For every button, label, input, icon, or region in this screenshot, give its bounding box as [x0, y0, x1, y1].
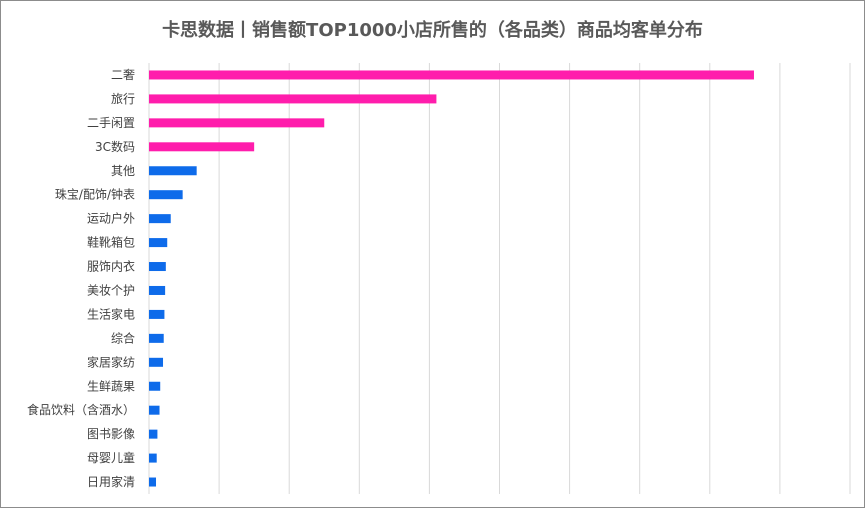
bar — [149, 190, 183, 200]
category-label: 珠宝/配饰/钟表 — [55, 187, 135, 202]
category-label: 生活家电 — [87, 306, 135, 321]
category-label: 二手闲置 — [87, 116, 135, 130]
bar — [149, 262, 166, 272]
bar — [149, 309, 165, 319]
category-label: 日用家清 — [87, 474, 135, 489]
category-label: 家居家纺 — [87, 354, 135, 369]
bar — [149, 405, 160, 415]
bar — [149, 94, 437, 104]
category-label: 3C数码 — [95, 139, 135, 154]
category-label: 旅行 — [111, 92, 135, 106]
category-label: 美妆个护 — [87, 283, 135, 297]
category-label: 生鲜蔬果 — [87, 379, 135, 393]
category-label: 图书影像 — [87, 427, 135, 441]
bar — [149, 285, 166, 295]
bar — [149, 118, 325, 128]
category-label: 鞋靴箱包 — [87, 235, 135, 250]
bars — [149, 70, 754, 487]
bar — [149, 214, 171, 224]
chart-title: 卡思数据丨销售额TOP1000小店所售的（各品类）商品均客单分布 — [162, 20, 703, 41]
bar — [149, 70, 754, 80]
category-label: 其他 — [111, 164, 135, 178]
category-label: 运动户外 — [87, 211, 135, 226]
bar — [149, 166, 197, 176]
category-label: 综合 — [111, 330, 135, 345]
category-label: 食品饮料（含酒水） — [27, 402, 135, 417]
bar — [149, 477, 157, 487]
bar — [149, 381, 161, 391]
bar — [149, 453, 157, 463]
grid-lines — [148, 63, 851, 494]
bar — [149, 142, 255, 152]
category-label: 二奢 — [111, 68, 135, 82]
bar — [149, 333, 164, 343]
category-label: 服饰内衣 — [87, 259, 135, 274]
bar — [149, 357, 164, 367]
bar — [149, 238, 168, 248]
bar — [149, 429, 158, 439]
category-label: 母婴儿童 — [87, 450, 135, 465]
